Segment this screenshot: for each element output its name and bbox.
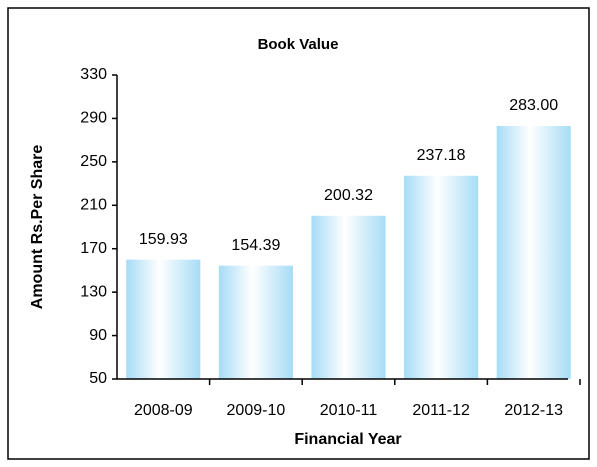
chart-frame [7, 7, 590, 460]
data-label: 154.39 [231, 237, 280, 254]
y-tick-label: 290 [80, 110, 107, 127]
x-axis-label: Financial Year [294, 431, 401, 448]
y-tick-label: 130 [80, 283, 107, 300]
data-label: 283.00 [509, 97, 558, 114]
y-tick-label: 90 [89, 327, 107, 344]
chart-title: Book Value [258, 36, 339, 53]
data-label: 159.93 [139, 231, 188, 248]
y-axis-label: Amount Rs.Per Share [29, 145, 46, 310]
x-tick-label: 2010-11 [320, 402, 378, 419]
x-tick-label: 2008-09 [134, 402, 193, 419]
bar [126, 259, 201, 379]
bar [496, 126, 571, 380]
y-tick-label: 330 [80, 66, 107, 83]
bar [311, 215, 386, 379]
y-tick-label: 250 [80, 153, 107, 170]
data-label: 200.32 [324, 187, 373, 204]
x-tick-label: 2009-10 [227, 402, 286, 419]
data-label: 237.18 [417, 147, 466, 164]
bar [218, 265, 293, 379]
bar [404, 175, 479, 379]
x-tick-label: 2011-12 [412, 402, 470, 419]
y-tick-label: 170 [80, 240, 107, 257]
x-tick-label: 2012-13 [504, 402, 563, 419]
y-tick-label: 50 [89, 370, 107, 387]
y-tick-label: 210 [80, 197, 107, 214]
